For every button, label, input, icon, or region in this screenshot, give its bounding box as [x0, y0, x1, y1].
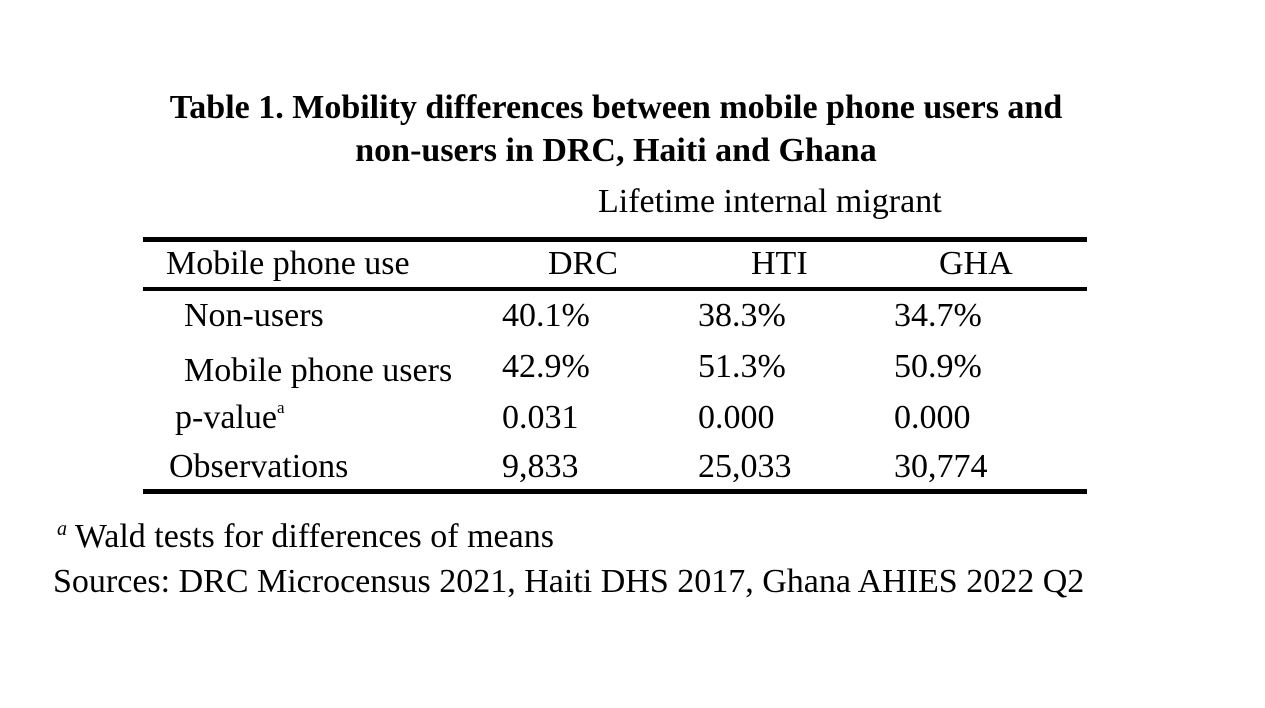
cell-non-users-hti: 38.3%	[698, 297, 786, 334]
table-top-rule	[143, 237, 1087, 242]
column-spanner-header: Lifetime internal migrant	[598, 183, 942, 220]
cell-p-value-hti: 0.000	[698, 399, 775, 436]
cell-observations-hti: 25,033	[698, 448, 792, 485]
cell-observations-gha: 30,774	[894, 448, 988, 485]
row-label-observations: Observations	[169, 448, 349, 485]
p-value-footnote-marker: a	[276, 398, 285, 417]
row-label-mobile-phone-users: Mobile phone users	[184, 352, 453, 389]
column-header-drc: DRC	[548, 245, 618, 282]
cell-p-value-gha: 0.000	[894, 399, 971, 436]
table-header-rule	[143, 287, 1087, 291]
p-value-label-text: p-value	[175, 399, 277, 436]
footnote: a Wald tests for differences of means	[57, 517, 554, 557]
sources-note: Sources: DRC Microcensus 2021, Haiti DHS…	[53, 563, 1085, 600]
cell-non-users-gha: 34.7%	[894, 297, 982, 334]
table-title-line-2: non-users in DRC, Haiti and Ghana	[355, 132, 877, 169]
row-label-p-value: p-valuea	[175, 398, 285, 438]
cell-users-hti: 51.3%	[698, 348, 786, 385]
cell-observations-drc: 9,833	[502, 448, 579, 485]
column-header-hti: HTI	[751, 245, 808, 282]
cell-non-users-drc: 40.1%	[502, 297, 590, 334]
column-header-gha: GHA	[939, 245, 1013, 282]
column-header-mobile-phone-use: Mobile phone use	[166, 245, 410, 282]
table-bottom-rule	[143, 489, 1087, 494]
table-title-line-1: Table 1. Mobility differences between mo…	[169, 89, 1063, 126]
footnote-text: Wald tests for differences of means	[74, 518, 554, 555]
row-label-non-users: Non-users	[184, 297, 324, 334]
cell-users-drc: 42.9%	[502, 348, 590, 385]
cell-users-gha: 50.9%	[894, 348, 982, 385]
cell-p-value-drc: 0.031	[502, 399, 579, 436]
footnote-marker: a	[57, 518, 67, 540]
